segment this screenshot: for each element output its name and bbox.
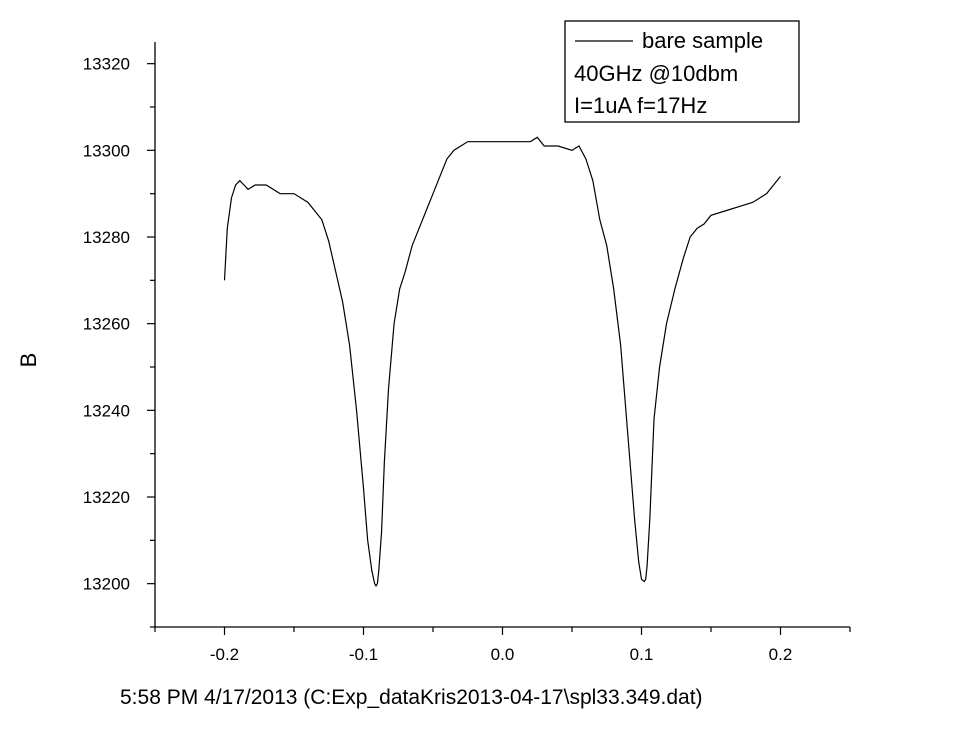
legend: bare sample 40GHz @10dbm I=1uA f=17Hz <box>564 20 800 123</box>
y-tick-label: 13220 <box>83 488 130 507</box>
x-tick-label: 0.2 <box>769 645 793 664</box>
y-tick-label: 13240 <box>83 401 130 420</box>
y-tick-label: 13300 <box>83 141 130 160</box>
x-tick-group: -0.2 -0.1 0.0 0.1 0.2 <box>154 627 851 664</box>
series-line-bare-sample <box>223 136 781 587</box>
y-axis-title: B <box>16 353 41 368</box>
legend-note-frequency: 40GHz @10dbm <box>574 61 738 86</box>
y-tick-group: 13200 13220 13240 13260 13280 13300 13320 <box>83 55 155 628</box>
y-tick-label: 13200 <box>83 575 130 594</box>
x-tick-label: -0.2 <box>210 645 239 664</box>
legend-note-current: I=1uA f=17Hz <box>574 93 707 118</box>
footer-caption: 5:58 PM 4/17/2013 (C:Exp_dataKris2013-04… <box>120 686 703 709</box>
y-tick-label: 13260 <box>83 315 130 334</box>
x-tick-label: 0.1 <box>630 645 654 664</box>
y-tick-label: 13320 <box>83 55 130 74</box>
x-tick-label: 0.0 <box>491 645 515 664</box>
legend-series-name: bare sample <box>642 28 763 53</box>
legend-box <box>564 20 800 123</box>
plot-axes <box>154 42 850 628</box>
x-tick-label: -0.1 <box>349 645 378 664</box>
y-tick-label: 13280 <box>83 228 130 247</box>
